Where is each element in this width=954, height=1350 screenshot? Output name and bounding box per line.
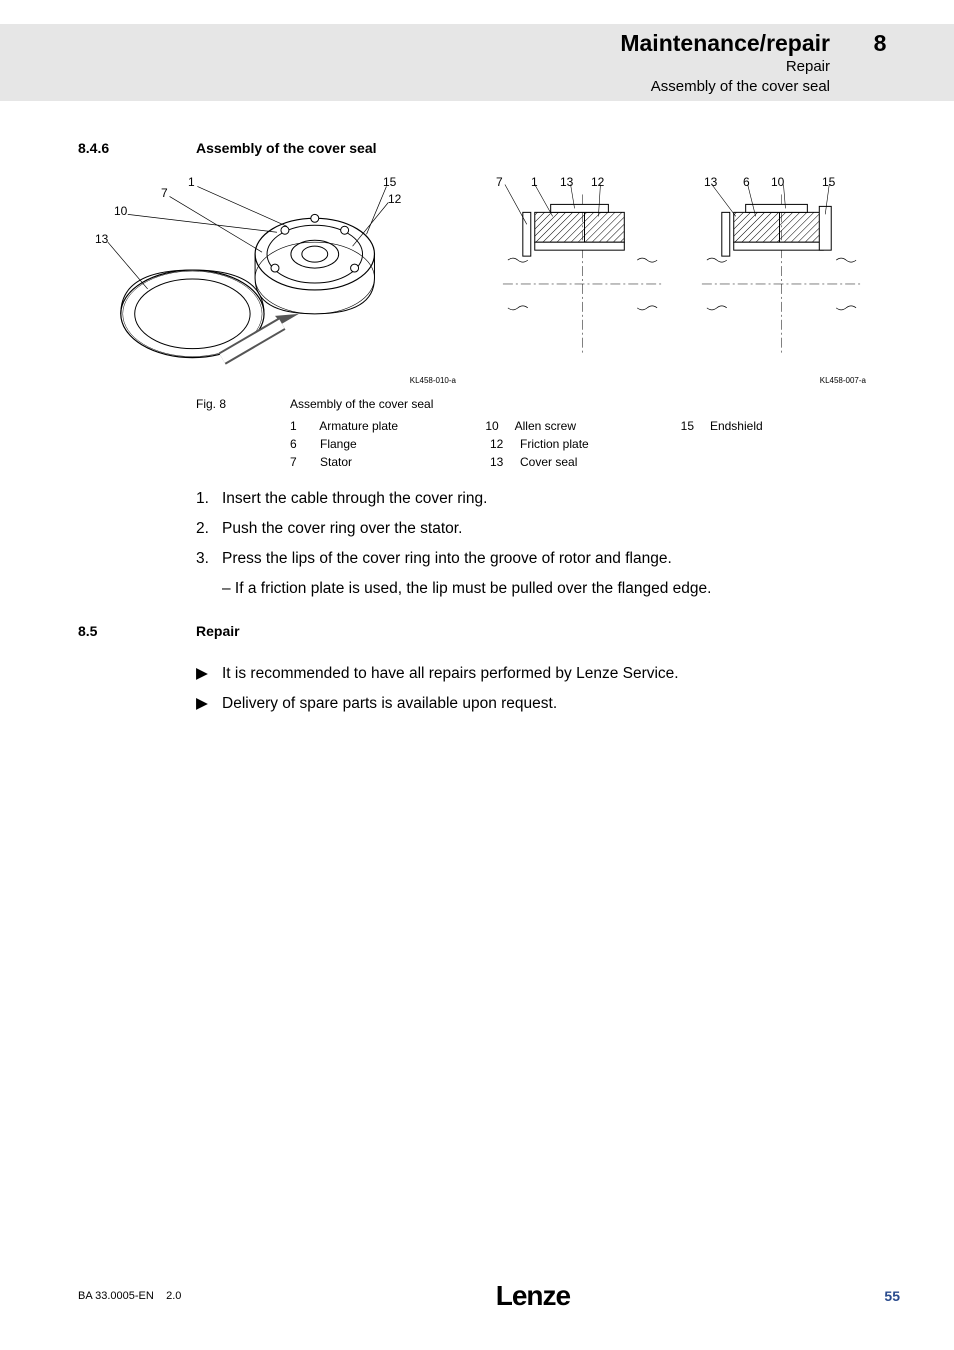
legend-txt: Allen screw <box>515 417 681 435</box>
legend-num: 12 <box>490 435 520 453</box>
diagram-exploded-view <box>78 174 466 389</box>
step-2: 2. Push the cover ring over the stator. <box>196 517 876 541</box>
triangle-bullet-icon: ▶ <box>196 689 222 718</box>
legend-num: 7 <box>290 453 320 471</box>
callout-g1-1: 1 <box>531 175 538 189</box>
header-sub-2: Assembly of the cover seal <box>0 77 830 97</box>
callout-g2-13: 13 <box>704 175 717 189</box>
step-number: 1. <box>196 487 222 511</box>
legend-row: 1 Armature plate 10 Allen screw 15 Endsh… <box>290 417 876 435</box>
doc-version: 2.0 <box>166 1290 181 1302</box>
legend-num: 10 <box>485 417 514 435</box>
bullet-text: It is recommended to have all repairs pe… <box>222 659 679 688</box>
bullet-text: Delivery of spare parts is available upo… <box>222 689 557 718</box>
section-title: Repair <box>196 623 240 639</box>
callout-g2-6: 6 <box>743 175 750 189</box>
legend-txt: Stator <box>320 453 490 471</box>
figure-area: 1 7 10 13 15 12 KL458-010-a <box>78 174 876 389</box>
callout-7: 7 <box>161 186 168 200</box>
callout-12: 12 <box>388 192 401 206</box>
callout-13: 13 <box>95 232 108 246</box>
step-1: 1. Insert the cable through the cover ri… <box>196 487 876 511</box>
legend-num: 15 <box>681 417 710 435</box>
figure-caption: Fig. 8 Assembly of the cover seal <box>196 397 876 411</box>
section-85-heading: 8.5 Repair <box>78 623 876 639</box>
step-text: Press the lips of the cover ring into th… <box>222 547 672 571</box>
step-number: 2. <box>196 517 222 541</box>
legend-txt: Friction plate <box>520 435 690 453</box>
callout-g2-10: 10 <box>771 175 784 189</box>
repair-bullets: ▶ It is recommended to have all repairs … <box>196 659 876 718</box>
step-text: Insert the cable through the cover ring. <box>222 487 487 511</box>
legend-num: 1 <box>290 417 319 435</box>
figure-right-panel: 7 1 13 12 13 6 10 15 KL458-007-a <box>488 174 876 389</box>
figure-id-left: KL458-010-a <box>410 376 456 385</box>
callout-g2-15: 15 <box>822 175 835 189</box>
footer-doc-info: BA 33.0005-EN 2.0 <box>78 1290 181 1302</box>
callout-g1-13: 13 <box>560 175 573 189</box>
section-title: Assembly of the cover seal <box>196 140 377 156</box>
callout-1: 1 <box>188 175 195 189</box>
section-846-heading: 8.4.6 Assembly of the cover seal <box>78 140 876 156</box>
figure-caption-text: Assembly of the cover seal <box>290 397 433 411</box>
legend-txt: Flange <box>320 435 490 453</box>
procedure-steps: 1. Insert the cable through the cover ri… <box>196 487 876 601</box>
figure-label: Fig. 8 <box>196 397 290 411</box>
legend-txt: Endshield <box>710 417 876 435</box>
figure-left-panel: 1 7 10 13 15 12 KL458-010-a <box>78 174 466 389</box>
figure-id-right: KL458-007-a <box>820 376 866 385</box>
lenze-logo: Lenze <box>496 1280 570 1312</box>
callout-g1-12: 12 <box>591 175 604 189</box>
page-number: 55 <box>884 1288 900 1304</box>
callout-g1-7: 7 <box>496 175 503 189</box>
header-sub-1: Repair <box>0 57 830 77</box>
legend-num: 6 <box>290 435 320 453</box>
triangle-bullet-icon: ▶ <box>196 659 222 688</box>
header-band: Maintenance/repair Repair Assembly of th… <box>0 24 954 101</box>
diagram-cross-sections <box>488 174 876 389</box>
callout-15: 15 <box>383 175 396 189</box>
legend-row: 7 Stator 13 Cover seal <box>290 453 876 471</box>
legend-txt: Armature plate <box>319 417 485 435</box>
callout-10: 10 <box>114 204 127 218</box>
step-number: 3. <box>196 547 222 571</box>
step-3-sub: – If a friction plate is used, the lip m… <box>222 577 876 601</box>
header-inner: Maintenance/repair Repair Assembly of th… <box>0 30 900 96</box>
chapter-title: Maintenance/repair <box>0 30 830 57</box>
figure-legend: 1 Armature plate 10 Allen screw 15 Endsh… <box>290 417 876 471</box>
step-3: 3. Press the lips of the cover ring into… <box>196 547 876 571</box>
section-number: 8.4.6 <box>78 140 196 156</box>
chapter-number: 8 <box>860 30 900 57</box>
legend-num: 13 <box>490 453 520 471</box>
bullet-1: ▶ It is recommended to have all repairs … <box>196 659 876 688</box>
legend-txt: Cover seal <box>520 453 690 471</box>
step-text: Push the cover ring over the stator. <box>222 517 462 541</box>
bullet-2: ▶ Delivery of spare parts is available u… <box>196 689 876 718</box>
doc-id: BA 33.0005-EN <box>78 1290 154 1302</box>
legend-row: 6 Flange 12 Friction plate <box>290 435 876 453</box>
page-footer: BA 33.0005-EN 2.0 Lenze 55 <box>78 1280 900 1312</box>
page-content: 8.4.6 Assembly of the cover seal <box>78 140 876 718</box>
section-number: 8.5 <box>78 623 196 639</box>
